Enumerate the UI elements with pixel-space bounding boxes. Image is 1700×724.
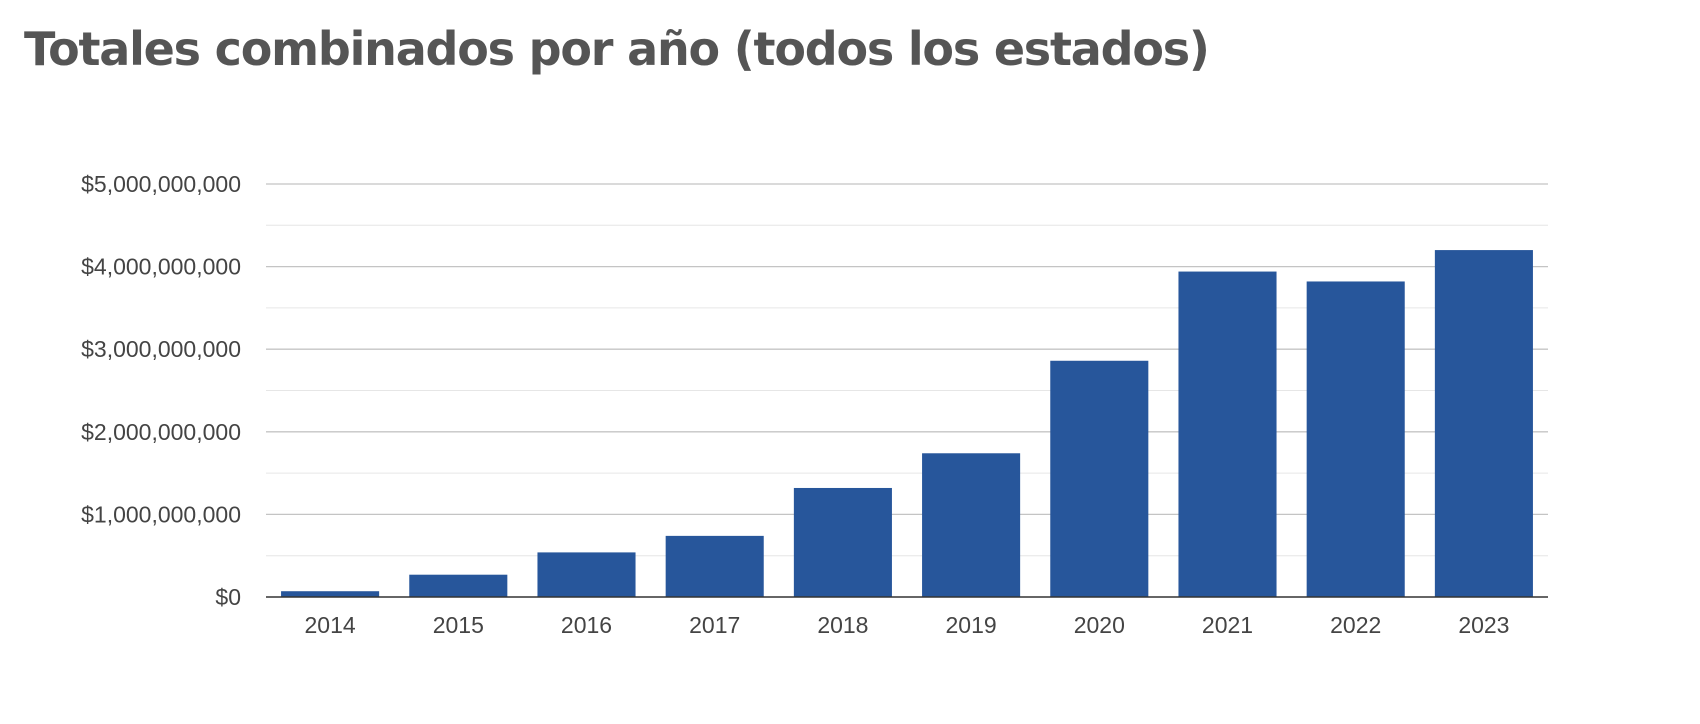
y-tick-label: $5,000,000,000 — [81, 171, 241, 197]
x-tick-label: 2014 — [305, 612, 356, 638]
y-tick-label: $3,000,000,000 — [81, 336, 241, 362]
bar-2017 — [665, 535, 764, 597]
y-tick-label: $0 — [215, 584, 241, 610]
x-tick-label: 2020 — [1074, 612, 1125, 638]
bar-2022 — [1306, 281, 1405, 597]
x-tick-label: 2015 — [433, 612, 484, 638]
x-tick-label: 2016 — [561, 612, 612, 638]
bar-2014 — [281, 591, 380, 597]
bar-2023 — [1434, 250, 1533, 597]
y-tick-label: $2,000,000,000 — [81, 419, 241, 445]
x-tick-label: 2018 — [817, 612, 868, 638]
bar-2019 — [922, 453, 1021, 597]
x-tick-label: 2019 — [946, 612, 997, 638]
bar-2021 — [1178, 271, 1277, 597]
y-tick-label: $1,000,000,000 — [81, 501, 241, 527]
bar-2016 — [537, 552, 636, 597]
x-tick-label: 2022 — [1330, 612, 1381, 638]
bar-2018 — [793, 487, 892, 597]
chart-title: Totales combinados por año (todos los es… — [24, 22, 1210, 76]
bar-2020 — [1050, 360, 1149, 597]
x-tick-label: 2021 — [1202, 612, 1253, 638]
x-tick-label: 2017 — [689, 612, 740, 638]
x-tick-label: 2023 — [1458, 612, 1509, 638]
y-tick-label: $4,000,000,000 — [81, 254, 241, 280]
bar-2015 — [409, 574, 508, 597]
